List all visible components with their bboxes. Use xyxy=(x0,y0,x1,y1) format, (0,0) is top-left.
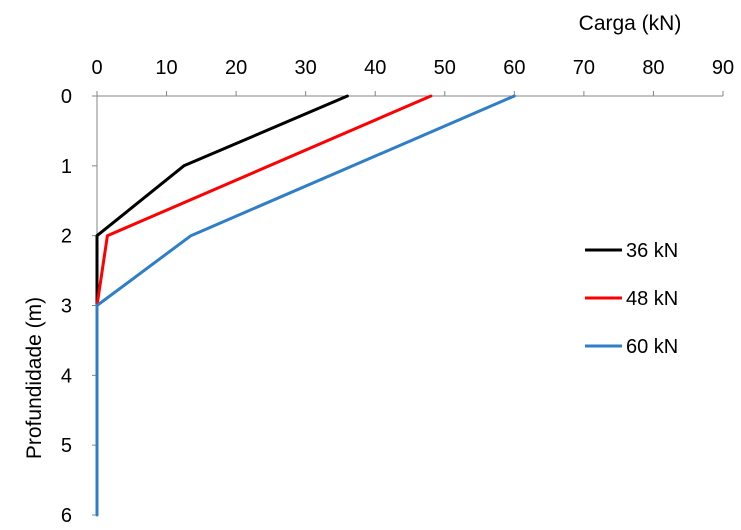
legend: 36 kN 48 kN 60 kN xyxy=(585,240,678,358)
y-tick-label: 0 xyxy=(61,86,72,108)
series-line-3 xyxy=(95,94,516,517)
x-tick-label: 0 xyxy=(91,57,102,79)
series-lines xyxy=(95,94,516,517)
series-line-1 xyxy=(95,94,349,307)
y-axis-title: Profundidade (m) xyxy=(23,297,46,459)
y-tick-label: 4 xyxy=(61,365,72,387)
x-tick-label: 30 xyxy=(295,57,317,79)
series-line-2 xyxy=(95,94,433,307)
x-tick-label: 20 xyxy=(225,57,247,79)
y-tick-label: 1 xyxy=(61,156,72,178)
x-axis-title: Carga (kN) xyxy=(579,12,682,35)
legend-label: 36 kN xyxy=(626,240,678,262)
legend-label: 60 kN xyxy=(626,336,678,358)
x-tick-label: 40 xyxy=(364,57,386,79)
legend-label: 48 kN xyxy=(626,288,678,310)
y-tick-label: 6 xyxy=(61,505,72,527)
x-tick-label: 60 xyxy=(503,57,525,79)
y-tick-label: 3 xyxy=(61,296,72,318)
tick-labels: 0 10 20 30 40 50 60 70 80 90 0 1 2 3 4 5 6 xyxy=(61,57,734,527)
x-tick-label: 80 xyxy=(642,57,664,79)
x-tick-label: 50 xyxy=(434,57,456,79)
x-tick-label: 70 xyxy=(573,57,595,79)
y-tick-label: 2 xyxy=(61,226,72,248)
x-tick-label: 90 xyxy=(712,57,734,79)
y-tick-label: 5 xyxy=(61,435,72,457)
x-tick-label: 10 xyxy=(155,57,177,79)
